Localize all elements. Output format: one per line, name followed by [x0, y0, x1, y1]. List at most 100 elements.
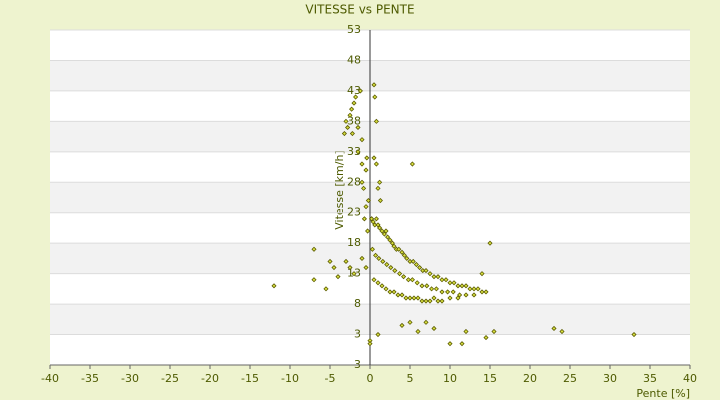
point: [384, 261, 390, 268]
point: [371, 277, 377, 283]
point: [379, 228, 385, 234]
point: [311, 246, 317, 252]
point: [407, 295, 413, 301]
point: [395, 292, 401, 298]
point: [431, 295, 437, 301]
point: [351, 100, 357, 106]
point: [388, 264, 394, 271]
point: [383, 286, 389, 292]
point: [455, 295, 461, 301]
point: [375, 222, 381, 228]
point: [463, 328, 469, 335]
point: [373, 252, 379, 258]
point: [381, 231, 387, 237]
point: [405, 277, 411, 283]
point: [385, 234, 391, 240]
point: [364, 155, 370, 161]
point: [419, 298, 425, 304]
point: [379, 283, 385, 289]
point: [407, 319, 413, 325]
point: [343, 258, 349, 265]
point: [389, 240, 395, 246]
point: [479, 271, 485, 277]
point: [369, 216, 375, 222]
point: [359, 179, 365, 185]
point: [429, 286, 435, 292]
y-tick-label: 3: [354, 328, 361, 341]
y-tick-label: 38: [347, 114, 361, 127]
x-tick-label: -20: [201, 372, 219, 385]
point: [331, 264, 337, 271]
point: [349, 106, 355, 112]
point: [371, 155, 377, 161]
x-tick-label: 0: [367, 372, 374, 385]
point: [365, 197, 371, 204]
point: [413, 261, 419, 268]
point: [479, 289, 485, 295]
point: [471, 292, 477, 298]
point: [363, 264, 369, 271]
point: [471, 286, 477, 292]
point: [355, 124, 361, 131]
point: [377, 179, 383, 185]
point: [271, 283, 277, 289]
point: [380, 258, 386, 265]
point: [399, 322, 405, 328]
point: [447, 341, 453, 347]
point: [467, 286, 473, 292]
point: [369, 246, 375, 252]
point: [370, 219, 376, 225]
point: [431, 325, 437, 332]
point: [399, 249, 405, 255]
x-tick-label: 10: [443, 372, 457, 385]
x-tick-label: 15: [483, 372, 497, 385]
point: [401, 274, 407, 280]
y-tick-label: 18: [347, 236, 361, 249]
point: [383, 228, 389, 234]
point: [409, 277, 415, 283]
x-tick-label: -40: [41, 372, 59, 385]
point: [397, 271, 403, 277]
y-tick-label: 8: [354, 297, 361, 310]
point: [373, 161, 379, 167]
point: [419, 283, 425, 289]
point: [457, 292, 463, 298]
point: [347, 112, 353, 118]
point: [335, 274, 341, 280]
point: [423, 268, 429, 274]
y-tick-label: 43: [347, 84, 361, 97]
chart-title: VITESSE vs PENTE: [305, 3, 414, 17]
point: [439, 298, 445, 304]
point: [347, 264, 353, 271]
point: [423, 298, 429, 304]
point: [551, 325, 557, 332]
point: [365, 228, 371, 234]
point: [447, 280, 453, 286]
point: [491, 328, 497, 335]
point: [404, 255, 410, 261]
x-tick-label: -35: [81, 372, 99, 385]
point: [487, 240, 493, 246]
point: [377, 225, 383, 231]
point: [357, 88, 363, 94]
point: [327, 258, 333, 265]
point: [410, 258, 416, 265]
x-tick-label: 35: [643, 372, 657, 385]
point: [391, 289, 397, 295]
point: [391, 243, 397, 249]
point: [311, 277, 317, 283]
y-tick-label: 53: [347, 23, 361, 36]
point: [401, 252, 407, 258]
point: [353, 94, 359, 100]
point: [435, 298, 441, 304]
point: [363, 167, 369, 173]
point: [439, 277, 445, 283]
point: [455, 283, 461, 289]
x-tick-label: -10: [281, 372, 299, 385]
x-tick-label: 25: [563, 372, 577, 385]
point: [367, 341, 373, 347]
point: [376, 255, 382, 261]
x-tick-label: -5: [325, 372, 336, 385]
point: [483, 335, 489, 341]
point: [373, 216, 379, 222]
